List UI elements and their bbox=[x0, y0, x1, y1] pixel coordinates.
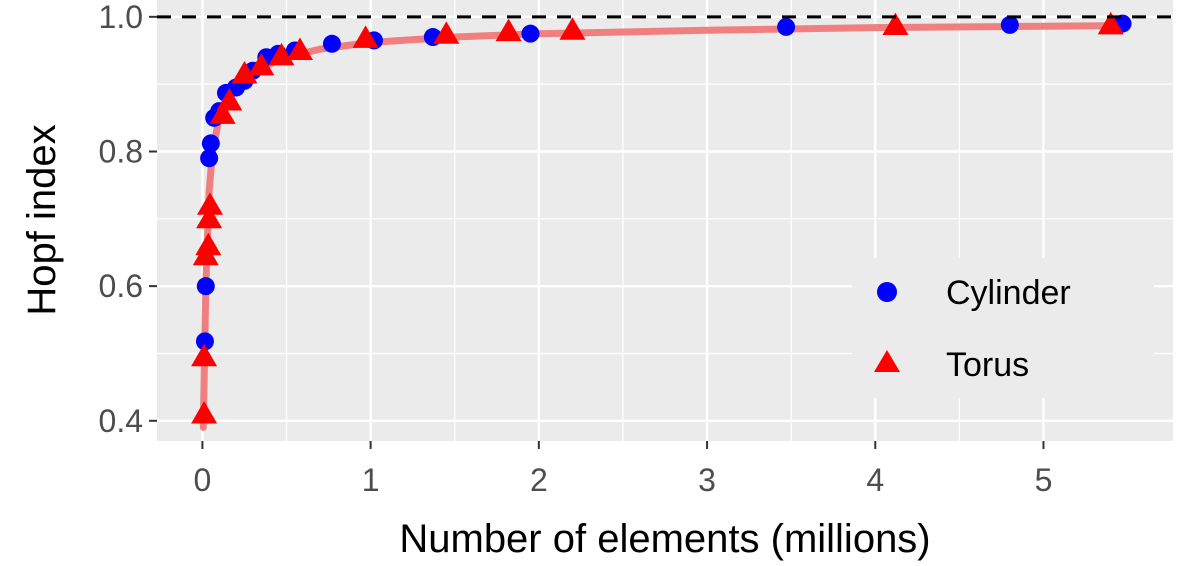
legend-background bbox=[852, 258, 1154, 398]
point-torus bbox=[286, 37, 313, 60]
point-torus bbox=[231, 61, 258, 84]
x-tick-label: 5 bbox=[1035, 462, 1053, 498]
point-cylinder bbox=[201, 134, 220, 153]
y-tick-label: 0.4 bbox=[99, 403, 143, 439]
point-torus bbox=[191, 401, 218, 424]
x-tick-label: 2 bbox=[530, 462, 548, 498]
point-torus bbox=[248, 52, 275, 76]
point-cylinder bbox=[1000, 15, 1019, 34]
point-torus bbox=[559, 17, 586, 40]
point-torus bbox=[352, 25, 379, 48]
point-torus bbox=[196, 205, 223, 229]
y-tick-label: 0.6 bbox=[99, 268, 143, 304]
y-tick-label: 0.8 bbox=[99, 133, 143, 169]
x-tick-label: 3 bbox=[698, 462, 716, 498]
point-cylinder bbox=[200, 149, 219, 168]
x-axis-title: Number of elements (millions) bbox=[399, 517, 930, 561]
point-torus bbox=[495, 18, 522, 42]
legend-key-cylinder bbox=[877, 282, 897, 302]
point-torus bbox=[1097, 11, 1124, 35]
point-torus bbox=[209, 101, 236, 124]
legend-label-cylinder: Cylinder bbox=[946, 274, 1071, 312]
grid-major bbox=[157, 0, 1173, 441]
point-cylinder bbox=[777, 17, 796, 36]
x-tick-label: 1 bbox=[362, 462, 380, 498]
legend: Cylinder Torus bbox=[852, 258, 1154, 398]
x-tick-label: 0 bbox=[194, 462, 212, 498]
point-torus bbox=[196, 192, 223, 215]
legend-label-torus: Torus bbox=[946, 346, 1029, 384]
point-torus bbox=[882, 12, 909, 36]
point-cylinder bbox=[196, 277, 215, 296]
axis-layer: 0 1 2 3 4 5 0.4 0.6 0.8 1.0 bbox=[99, 0, 1053, 498]
point-cylinder bbox=[521, 24, 540, 43]
x-tick-label: 4 bbox=[866, 462, 884, 498]
point-cylinder bbox=[195, 332, 214, 351]
point-torus bbox=[195, 232, 222, 256]
y-axis-title: Hopf index bbox=[20, 124, 64, 315]
y-tick-label: 1.0 bbox=[99, 0, 143, 35]
legend-key-torus bbox=[874, 350, 900, 372]
point-torus bbox=[191, 343, 218, 367]
point-torus bbox=[216, 87, 243, 111]
point-cylinder bbox=[322, 34, 341, 53]
points-layer bbox=[191, 11, 1132, 424]
point-torus bbox=[433, 21, 460, 44]
